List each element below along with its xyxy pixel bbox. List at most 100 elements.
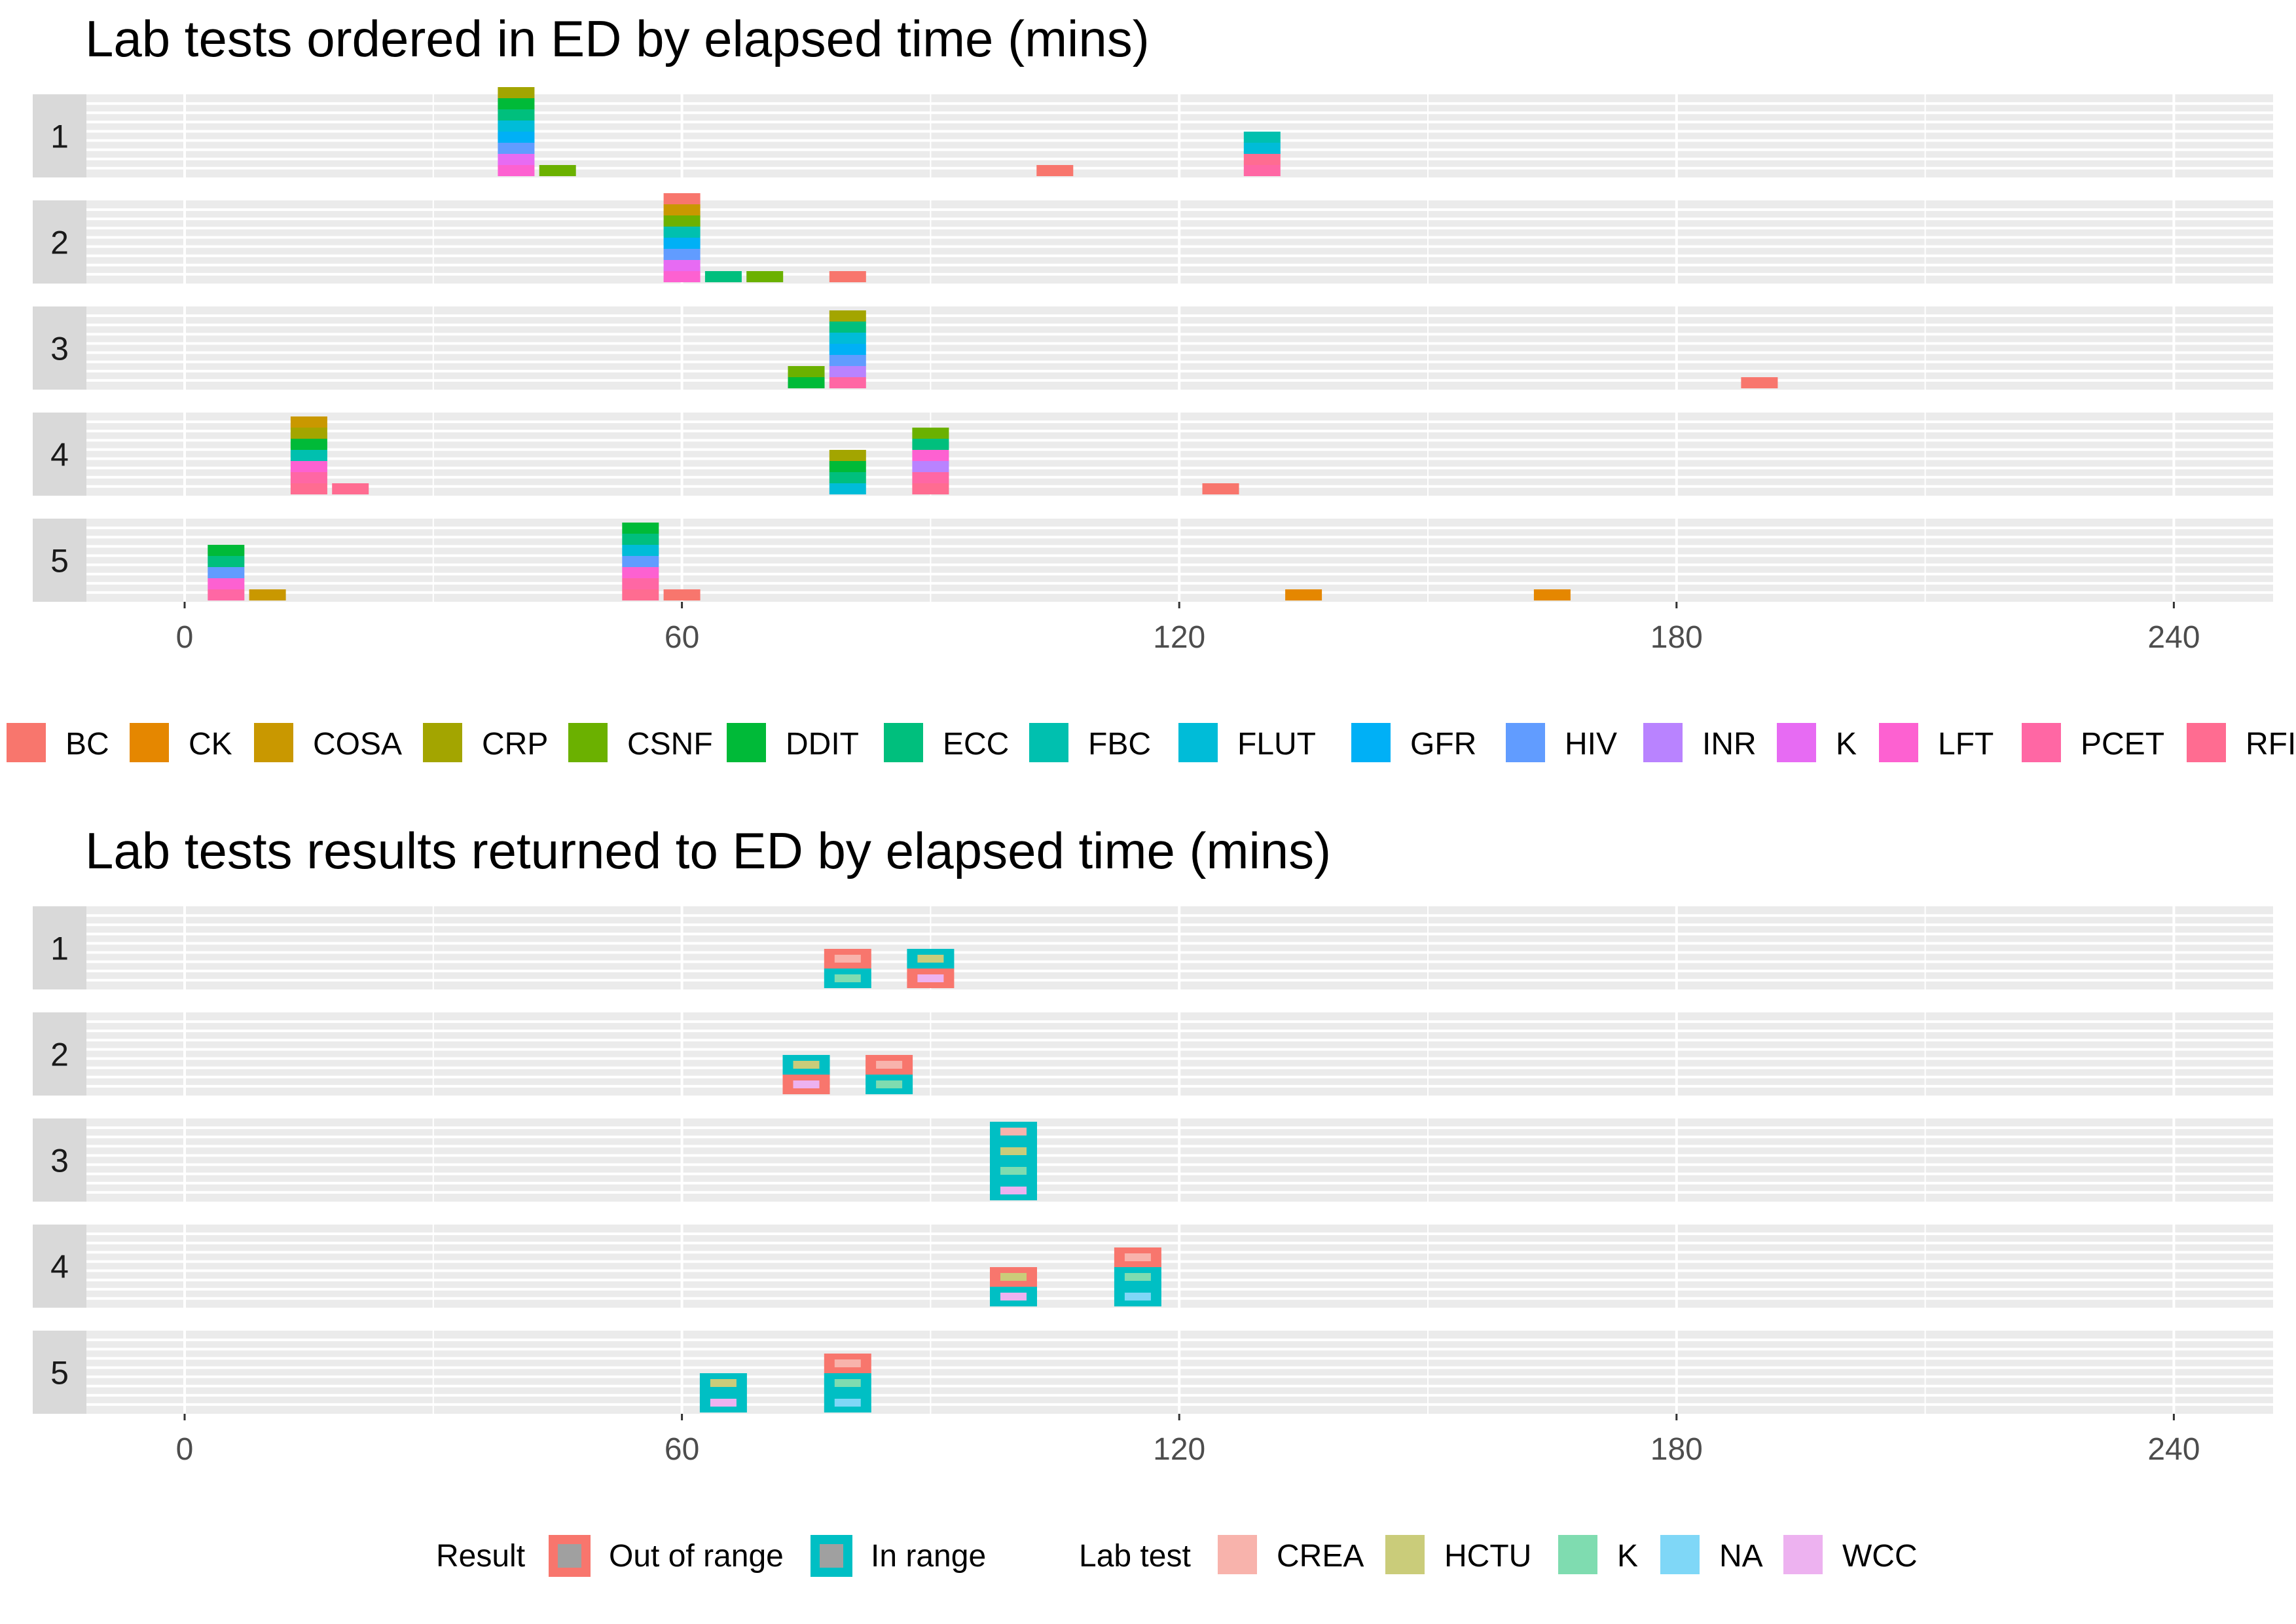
facet-panel: 5 bbox=[33, 519, 2273, 602]
legend-label: FLUT bbox=[1237, 727, 1316, 762]
x-axis-tick-label: 60 bbox=[665, 1432, 699, 1467]
legend-label: ECC bbox=[943, 727, 1009, 762]
x-axis-tick-label: 120 bbox=[1153, 620, 1205, 655]
order-tile bbox=[829, 344, 866, 355]
x-axis-tick-label: 180 bbox=[1650, 1432, 1703, 1467]
legend-key-inner bbox=[558, 1544, 581, 1568]
order-tile bbox=[912, 450, 949, 461]
legend-key bbox=[130, 723, 169, 762]
order-tile bbox=[663, 589, 701, 600]
facet-panel: 1 bbox=[33, 906, 2273, 989]
facet-panel: 3 bbox=[33, 1118, 2273, 1202]
order-tile bbox=[208, 589, 245, 600]
order-tile bbox=[498, 154, 535, 165]
legend-label: CREA bbox=[1277, 1539, 1364, 1574]
result-test-mark bbox=[1000, 1167, 1027, 1175]
legend-key-inner bbox=[820, 1544, 843, 1568]
result-test-mark bbox=[876, 1061, 903, 1069]
facet-strip-label: 1 bbox=[50, 119, 69, 155]
order-tile bbox=[622, 567, 659, 578]
legend-title: Lab test bbox=[1079, 1539, 1191, 1574]
legend-label: FBC bbox=[1088, 727, 1151, 762]
facet-strip bbox=[33, 200, 86, 284]
result-test-mark bbox=[1124, 1293, 1151, 1301]
facet-panel: 4 bbox=[33, 413, 2273, 496]
legend-label: K bbox=[1836, 727, 1857, 762]
facet-strip bbox=[33, 1012, 86, 1096]
order-tile bbox=[829, 322, 866, 333]
x-axis-tick-label: 240 bbox=[2147, 1432, 2200, 1467]
legend-label: Out of range bbox=[609, 1539, 784, 1574]
legend-label: CRP bbox=[482, 727, 548, 762]
result-test-mark bbox=[1124, 1253, 1151, 1261]
order-tile bbox=[829, 355, 866, 366]
order-tile bbox=[498, 120, 535, 132]
order-tile bbox=[788, 377, 825, 388]
order-tile bbox=[290, 461, 327, 472]
legend-tests-ordered: BC CK COSA CRP CSNF DDIT ECC FBC FLUT GFR HIV INR K L… bbox=[7, 723, 2296, 762]
order-tile bbox=[622, 534, 659, 545]
order-tile bbox=[1285, 589, 1322, 600]
legend-key bbox=[1879, 723, 1918, 762]
result-test-mark bbox=[834, 1359, 861, 1367]
order-tile bbox=[663, 249, 701, 260]
legend-label: WCC bbox=[1842, 1539, 1918, 1574]
legend-label: HCTU bbox=[1444, 1539, 1531, 1574]
chart-1-title: Lab tests ordered in ED by elapsed time … bbox=[85, 10, 1150, 67]
order-tile bbox=[290, 439, 327, 450]
facet-strip-label: 2 bbox=[50, 1037, 69, 1073]
result-test-mark bbox=[1000, 1187, 1027, 1194]
result-test-mark bbox=[917, 955, 944, 963]
order-tile bbox=[208, 567, 245, 578]
facet-strip-label: 5 bbox=[50, 543, 69, 580]
facet-panel: 5 bbox=[33, 1331, 2273, 1414]
order-tile bbox=[332, 483, 369, 494]
legend-key bbox=[1218, 1535, 1257, 1574]
result-test-mark bbox=[1000, 1273, 1027, 1281]
order-tile bbox=[912, 439, 949, 450]
order-tile bbox=[663, 193, 701, 204]
order-tile bbox=[788, 366, 825, 377]
legend-label: PCET bbox=[2081, 727, 2164, 762]
order-tile bbox=[663, 227, 701, 238]
legend-label: INR bbox=[1702, 727, 1757, 762]
order-tile bbox=[912, 428, 949, 439]
order-tile bbox=[829, 377, 866, 388]
legend-title: Result bbox=[436, 1539, 525, 1574]
legend-key bbox=[1777, 723, 1816, 762]
order-tile bbox=[663, 215, 701, 227]
order-tile bbox=[539, 165, 576, 176]
order-tile bbox=[208, 578, 245, 589]
order-tile bbox=[498, 109, 535, 120]
facet-strip-label: 3 bbox=[50, 331, 69, 367]
x-axis: 0 60 120 180 240 bbox=[176, 602, 2200, 655]
order-tile bbox=[1243, 165, 1281, 176]
facet-panel: 1 bbox=[33, 94, 2273, 177]
result-test-mark bbox=[834, 1399, 861, 1407]
legend-label: CSNF bbox=[627, 727, 713, 762]
facet-panel: 2 bbox=[33, 200, 2273, 284]
x-axis-tick-label: 240 bbox=[2147, 620, 2200, 655]
legend-key bbox=[727, 723, 766, 762]
x-axis-tick-label: 60 bbox=[665, 620, 699, 655]
legend-key bbox=[568, 723, 608, 762]
order-tile bbox=[208, 556, 245, 567]
facet-strip-label: 3 bbox=[50, 1143, 69, 1179]
result-test-mark bbox=[876, 1080, 903, 1088]
legend-label: LFT bbox=[1938, 727, 1994, 762]
facet-strip bbox=[33, 1225, 86, 1308]
order-tile bbox=[829, 472, 866, 483]
order-tile bbox=[829, 461, 866, 472]
order-tile bbox=[1243, 154, 1281, 165]
legend-key bbox=[1351, 723, 1391, 762]
legend-key bbox=[1178, 723, 1218, 762]
legend-label: K bbox=[1617, 1539, 1638, 1574]
facet-strip bbox=[33, 1118, 86, 1202]
result-test-mark bbox=[834, 955, 861, 963]
chart-1: Lab tests ordered in ED by elapsed time … bbox=[7, 10, 2296, 762]
legend-key bbox=[1660, 1535, 1700, 1574]
legend-label: DDIT bbox=[786, 727, 859, 762]
order-tile bbox=[1243, 143, 1281, 154]
legend-label: CK bbox=[189, 727, 232, 762]
